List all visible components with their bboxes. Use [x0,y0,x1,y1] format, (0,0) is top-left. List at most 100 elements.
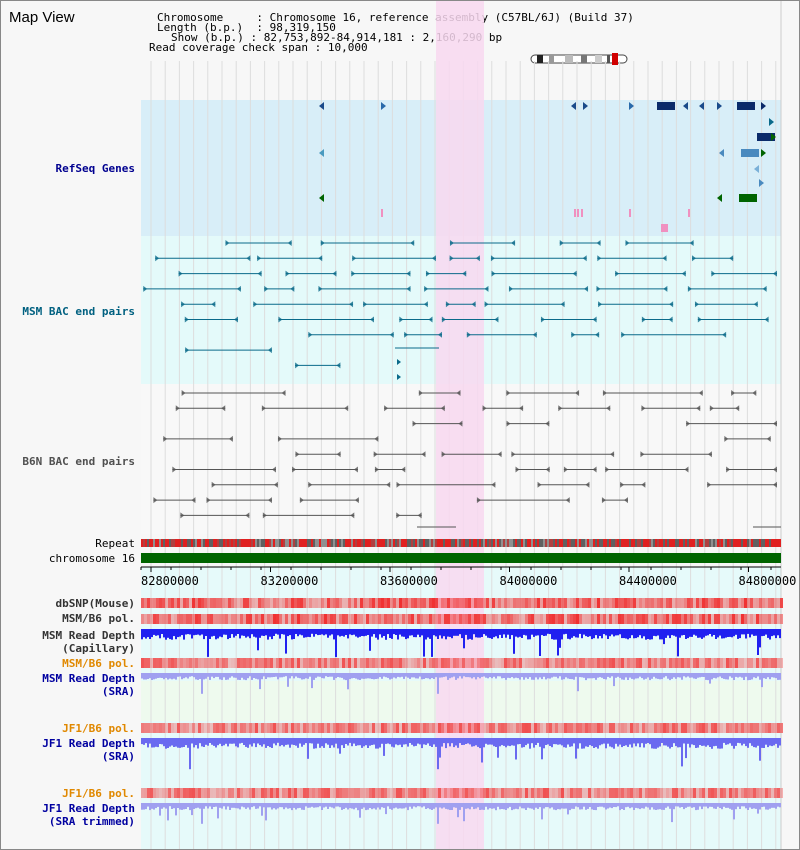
polymorphism-cell [720,658,723,668]
polymorphism-cell [606,723,609,733]
polymorphism-cell [753,723,756,733]
chromosome-ideogram[interactable] [529,51,631,67]
read-depth-bar [585,629,587,637]
polymorphism-cell [447,614,450,624]
read-depth-bar [305,803,307,807]
bac-end-left [641,405,646,412]
polymorphism-cell [228,723,231,733]
repeat-segment [331,539,333,547]
read-depth-bar [181,629,183,636]
read-depth-bar [671,673,673,679]
read-depth-bar [485,673,487,678]
read-depth-bar [217,803,219,819]
polymorphism-cell [153,614,156,624]
read-depth-bar [745,738,747,747]
polymorphism-cell [663,598,666,608]
read-depth-bar [207,629,209,657]
repeat-segment [769,539,771,547]
polymorphism-cell [387,658,390,668]
repeat-segment [435,539,437,547]
read-depth-bar [181,673,183,680]
polymorphism-cell [504,723,507,733]
repeat-segment [545,539,547,547]
read-depth-bar [341,803,343,810]
polymorphism-cell [771,788,774,798]
polymorphism-cell [633,598,636,608]
polymorphism-cell [405,658,408,668]
read-depth-bar [167,629,169,638]
read-depth-bar [633,738,635,744]
repeat-segment [529,539,531,547]
repeat-segment [193,539,195,547]
read-depth-bar [319,673,321,677]
read-depth-bar [345,673,347,681]
read-depth-bar [493,738,495,747]
polymorphism-cell [693,614,696,624]
read-depth-bar [629,629,631,639]
read-depth-bar [657,673,659,679]
polymorphism-cell [237,598,240,608]
read-depth-bar [753,738,755,748]
polymorphism-cell [312,788,315,798]
polymorphism-cell [483,723,486,733]
bac-end-left [615,270,620,277]
bac-end-right [560,301,565,308]
repeat-segment [257,539,259,547]
polymorphism-cell [264,614,267,624]
repeat-segment [173,539,175,547]
read-depth-bar [749,673,751,680]
read-depth-bar [329,803,331,807]
read-depth-bar [641,673,643,679]
polymorphism-cell [606,614,609,624]
read-depth-bar [359,629,361,637]
read-depth-bar [699,803,701,807]
read-depth-bar [357,803,359,811]
gene-arrow-left [319,102,324,110]
bac-end-left [540,316,545,323]
read-depth-bar [377,629,379,640]
repeat-segment [195,539,197,547]
read-depth-bar [703,673,705,677]
polymorphism-cell [291,723,294,733]
read-depth-bar [655,629,657,637]
repeat-segment [179,539,181,547]
read-depth-bar [227,673,229,680]
polymorphism-cell [582,658,585,668]
read-depth-bar [179,803,181,810]
polymorphism-cell [225,598,228,608]
read-depth-bar [565,803,567,809]
read-depth-bar [669,673,671,681]
polymorphism-cell [546,598,549,608]
polymorphism-cell [243,723,246,733]
polymorphism-cell [423,658,426,668]
polymorphism-cell [210,658,213,668]
read-depth-bar [417,673,419,679]
read-depth-bar [469,738,471,745]
repeat-segment [493,539,495,547]
read-depth-bar [317,803,319,808]
read-depth-bar [171,629,173,640]
polymorphism-cell [369,658,372,668]
polymorphism-cell [429,614,432,624]
polymorphism-cell [231,788,234,798]
polymorphism-cell [708,598,711,608]
length-value: 98,319,150 [269,21,336,34]
read-depth-bar [709,803,711,807]
read-depth-bar [233,629,235,638]
polymorphism-cell [189,658,192,668]
polymorphism-cell [759,658,762,668]
polymorphism-cell [396,598,399,608]
polymorphism-cell [708,658,711,668]
read-depth-bar [579,803,581,810]
polymorphism-cell [594,598,597,608]
read-depth-bar [745,803,747,809]
polymorphism-cell [315,723,318,733]
polymorphism-cell [729,723,732,733]
polymorphism-cell [393,598,396,608]
read-depth-bar [739,629,741,639]
polymorphism-cell [147,788,150,798]
read-depth-bar [201,738,203,747]
polymorphism-cell [396,788,399,798]
polymorphism-cell [741,723,744,733]
